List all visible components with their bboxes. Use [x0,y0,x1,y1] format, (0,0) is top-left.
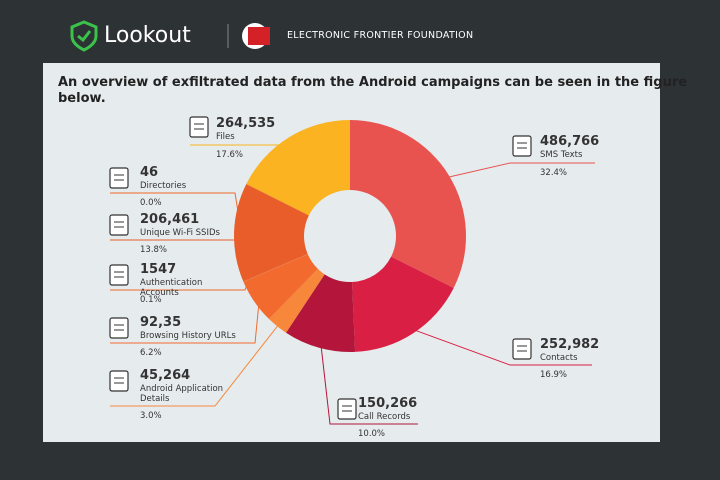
brand-name: Lookout [104,23,191,48]
leader-line [320,341,418,425]
category-label: SMS Texts [540,150,583,160]
count-label: 206,461 [140,212,200,227]
leader-line [110,232,241,241]
icon [109,167,129,189]
brand-logo [70,20,98,52]
donut-slice [246,119,350,216]
value-label: 0.1% [140,295,162,305]
count-label: 46 [140,165,159,180]
value-label: 0.0% [140,198,162,208]
donut-slice [243,254,308,282]
donut-slice [350,120,467,289]
value-label: 6.2% [140,348,162,358]
value-label: 32.4% [540,168,568,178]
value-label: 10.0% [358,429,386,439]
category-label: Call Records [358,412,411,422]
category-label: Files [216,132,235,142]
donut-slice [286,274,356,352]
icon [109,370,129,392]
brand-logo-check [77,30,92,43]
count-label: 92,35 [140,315,182,330]
partner-name: ELECTRONIC FRONTIER FOUNDATION [287,30,474,41]
icon [109,317,129,339]
leader-line [190,141,293,146]
count-label: 150,266 [358,396,418,411]
panel [43,63,660,442]
icon [337,398,357,420]
value-label: 13.8% [140,245,168,255]
icon [512,338,532,360]
donut-slice [243,254,308,283]
donut-slice [269,268,325,333]
category-label: Unique Wi-Fi SSIDs [140,228,220,238]
donut-slice [352,256,454,352]
chart-title: An overview of exfiltrated data from the… [58,75,688,106]
category-label: Directories [140,181,187,191]
category-label: Contacts [540,353,578,363]
donut-slice [233,183,309,282]
category-label: Android Application Details [140,384,224,404]
icon [189,116,209,138]
leader-line [443,162,595,179]
value-label: 16.9% [540,370,568,380]
category-label: Authentication Accounts [140,278,203,298]
value-label: 3.0% [140,411,162,421]
category-label: Browsing History URLs [140,331,236,341]
icon [109,264,129,286]
leader-line [110,298,260,344]
icon [512,135,532,157]
leader-line [110,321,282,407]
count-label: 486,766 [540,134,600,149]
partner-logo-mark [248,27,270,45]
leader-line [409,327,592,366]
count-label: 1547 [140,262,177,277]
icon [109,214,129,236]
leader-line [110,279,250,291]
count-label: 264,535 [216,116,276,131]
count-label: 45,264 [140,368,191,383]
donut-slice [243,254,318,320]
value-label: 17.6% [216,150,244,160]
count-label: 252,982 [540,337,600,352]
